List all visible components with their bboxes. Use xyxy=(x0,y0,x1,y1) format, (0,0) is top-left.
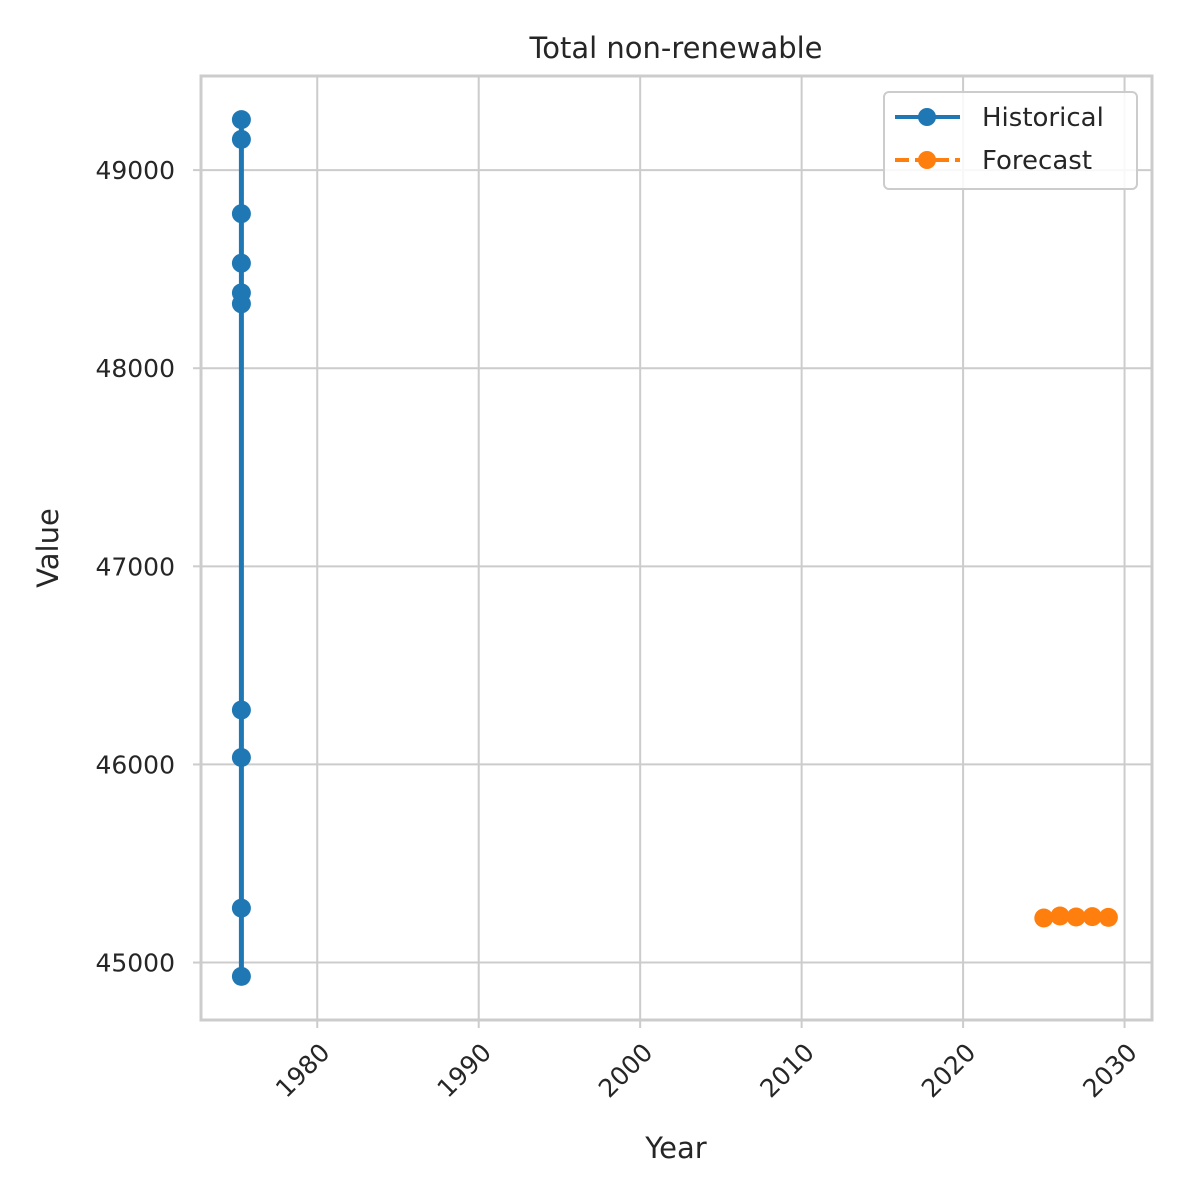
y-tick-label: 46000 xyxy=(95,750,175,779)
legend-historical-label: Historical xyxy=(982,103,1104,133)
legend: Historical Forecast xyxy=(883,91,1138,190)
historical-data-point xyxy=(231,700,251,720)
y-tick-label: 47000 xyxy=(95,552,175,581)
chart-title: Total non-renewable xyxy=(528,31,822,65)
x-axis-label: Year xyxy=(644,1131,706,1165)
historical-data-point xyxy=(231,898,251,918)
forecast-data-point xyxy=(1050,906,1070,926)
forecast-data-point xyxy=(1034,908,1054,928)
forecast-data-point xyxy=(1098,907,1118,927)
historical-data-point xyxy=(231,129,251,149)
historical-data-point xyxy=(231,283,251,303)
legend-forecast-marker xyxy=(918,151,936,169)
historical-data-point xyxy=(231,110,251,130)
forecast-data-point xyxy=(1082,907,1102,927)
y-tick-label: 48000 xyxy=(95,354,175,383)
y-tick-label: 49000 xyxy=(95,156,175,185)
plot-frame xyxy=(199,74,1154,1022)
legend-historical-marker xyxy=(918,108,936,126)
y-tick-label: 45000 xyxy=(95,949,175,978)
forecast-data-point xyxy=(1066,907,1086,927)
series-layer xyxy=(231,110,1118,986)
historical-data-point xyxy=(231,748,251,767)
y-axis-label: Value xyxy=(31,508,65,588)
historical-data-point xyxy=(231,204,251,224)
historical-data-point xyxy=(231,966,251,986)
historical-data-point xyxy=(231,253,251,273)
legend-forecast-label: Forecast xyxy=(982,146,1092,176)
